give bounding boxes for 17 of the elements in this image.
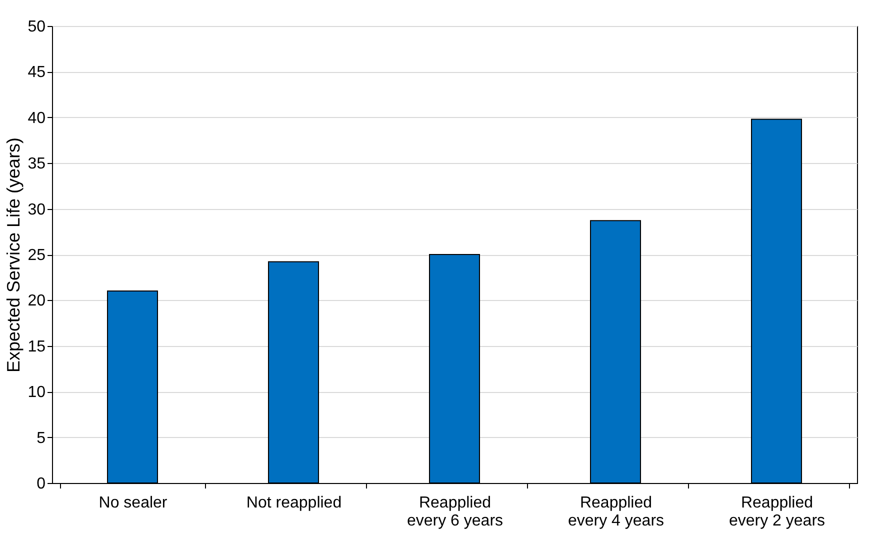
x-tick-label: Reapplied every 4 years [568,494,664,530]
y-tick-label: 0 [36,476,46,492]
y-tick-label: 35 [28,156,46,173]
y-tick-label: 30 [28,201,46,218]
y-tick-label: 50 [28,18,46,36]
y-tick-label: 5 [36,430,46,447]
y-tick-label: 45 [28,64,46,82]
y-tick-label: 40 [28,110,46,127]
x-tick-label: Reapplied every 2 years [728,494,826,530]
y-tick-label: 10 [28,384,46,402]
x-tick-label: Not reapplied [246,494,342,512]
y-tick-label: 25 [28,247,46,264]
y-axis-title: Expected Service Life (years) [4,137,24,373]
y-tick-label: 15 [28,338,46,356]
y-tick-label: 20 [28,292,46,310]
x-tick-label: No sealer [98,494,168,512]
x-tick-label: Reapplied every 6 years [406,494,504,530]
